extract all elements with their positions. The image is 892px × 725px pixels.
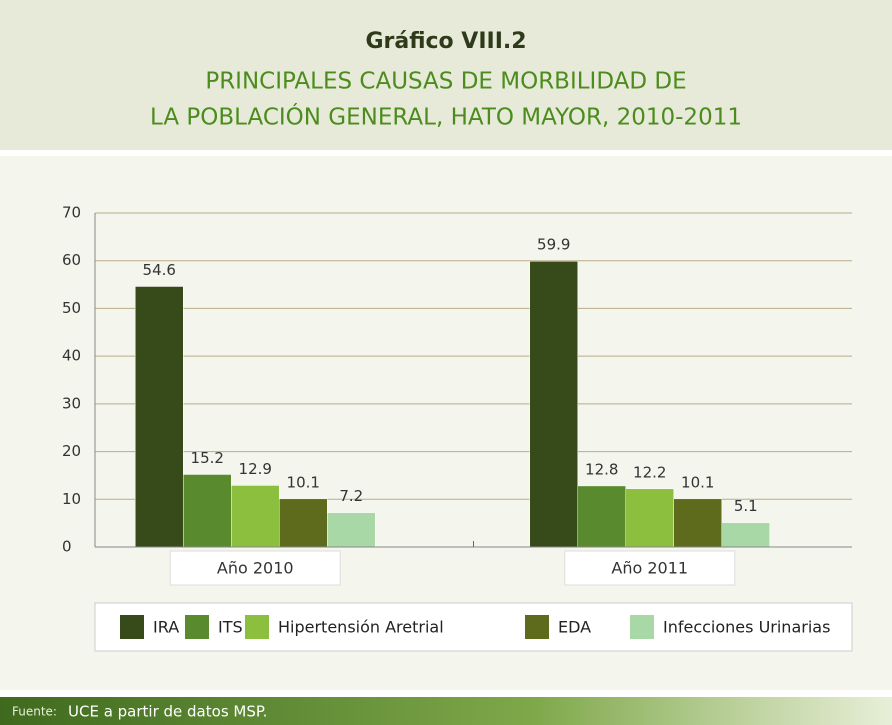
y-tick-label: 20 xyxy=(62,442,81,460)
bar xyxy=(279,498,328,548)
y-tick-label: 40 xyxy=(62,347,81,365)
chart-title: Gráfico VIII.2 xyxy=(365,29,526,54)
x-tick-label: Año 2011 xyxy=(611,559,688,578)
data-label: 5.1 xyxy=(734,497,758,515)
bar xyxy=(529,260,578,548)
y-tick-label: 50 xyxy=(62,299,81,317)
chart-subtitle: LA POBLACIÓN GENERAL, HATO MAYOR, 2010-2… xyxy=(150,103,742,131)
data-label: 54.6 xyxy=(143,261,176,279)
y-tick-label: 30 xyxy=(62,394,81,412)
bar xyxy=(577,485,626,548)
category-box xyxy=(169,550,341,586)
bar xyxy=(625,488,674,548)
category-box xyxy=(564,550,736,586)
legend-swatch xyxy=(185,615,209,639)
legend-swatch xyxy=(120,615,144,639)
bar xyxy=(183,474,232,548)
legend-label: Hipertensión Aretrial xyxy=(278,618,444,637)
bar xyxy=(327,512,376,548)
data-label: 12.8 xyxy=(585,460,618,478)
x-tick-label: Año 2010 xyxy=(217,559,294,578)
data-label: 15.2 xyxy=(191,449,224,467)
source-label: Fuente: xyxy=(12,705,57,719)
legend-label: EDA xyxy=(558,618,591,637)
y-tick-label: 10 xyxy=(62,490,81,508)
legend-swatch xyxy=(245,615,269,639)
header-band xyxy=(0,0,892,150)
data-label: 10.1 xyxy=(681,473,714,491)
data-label: 7.2 xyxy=(339,487,363,505)
y-tick-label: 0 xyxy=(62,538,72,556)
data-label: 59.9 xyxy=(537,236,570,254)
data-label: 12.9 xyxy=(239,460,272,478)
legend-label: ITS xyxy=(218,618,243,637)
data-label: 10.1 xyxy=(287,473,320,491)
footer-band xyxy=(0,697,892,725)
bar xyxy=(721,522,770,548)
bar xyxy=(135,286,184,548)
legend-label: Infecciones Urinarias xyxy=(663,618,830,637)
data-label: 12.2 xyxy=(633,463,666,481)
chart-subtitle: PRINCIPALES CAUSAS DE MORBILIDAD DE xyxy=(205,69,686,95)
legend-label: IRA xyxy=(153,618,179,637)
y-tick-label: 60 xyxy=(62,251,81,269)
bar xyxy=(231,485,280,548)
legend-swatch xyxy=(525,615,549,639)
y-tick-label: 70 xyxy=(62,204,81,222)
legend-swatch xyxy=(630,615,654,639)
bar xyxy=(673,498,722,548)
source-text: UCE a partir de datos MSP. xyxy=(68,703,267,721)
legend-box xyxy=(94,602,853,652)
